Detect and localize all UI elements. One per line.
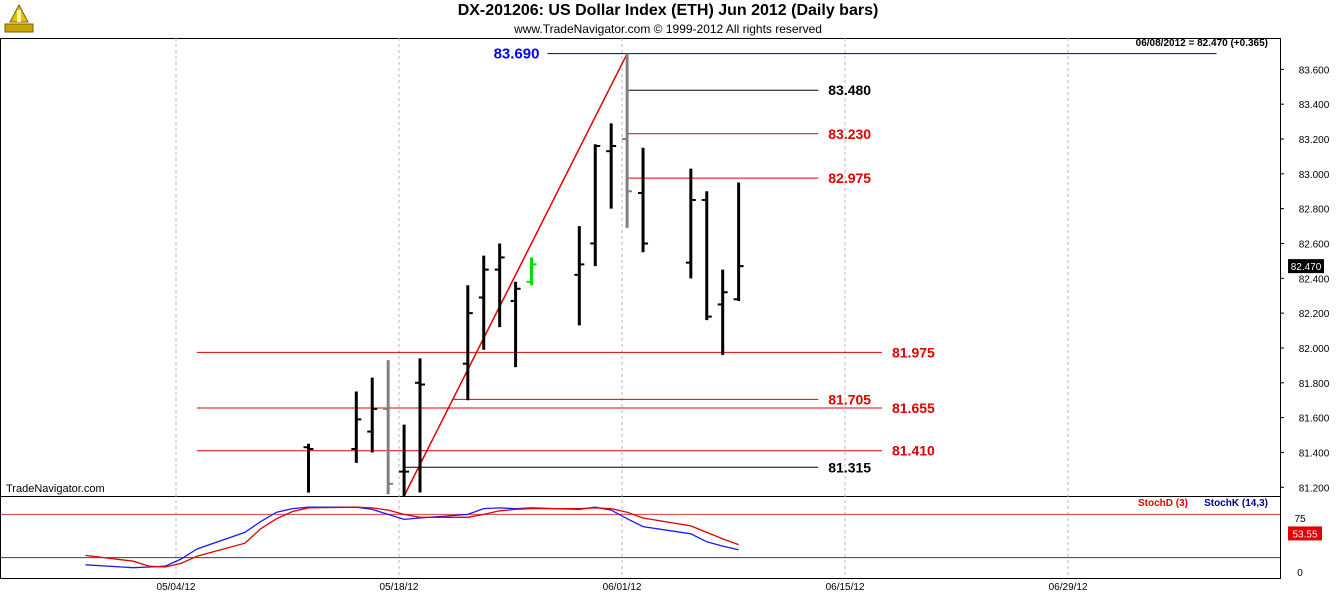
ohlc-bar xyxy=(415,358,426,493)
y-tick-label: 81.800 xyxy=(1299,379,1330,390)
x-tick-label: 06/01/12 xyxy=(603,582,642,593)
ohlc-bar xyxy=(351,391,362,463)
y-tick-label: 82.400 xyxy=(1299,274,1330,285)
y-tick-label: 82.600 xyxy=(1299,239,1330,250)
y-tick-label: 81.600 xyxy=(1299,414,1330,425)
last-price-box xyxy=(1288,259,1324,274)
level-label: 81.655 xyxy=(892,400,935,416)
stochastic-last-value-label: 53.55 xyxy=(1292,529,1317,540)
level-label: 83.480 xyxy=(828,82,871,98)
x-tick-label: 06/29/12 xyxy=(1049,582,1088,593)
level-label: 81.705 xyxy=(828,391,871,407)
ohlc-bar xyxy=(733,182,744,301)
ohlc-bar xyxy=(685,168,696,279)
stochastic-y-tick-label: 0 xyxy=(1297,568,1303,579)
y-tick-label: 83.400 xyxy=(1299,100,1330,111)
ohlc-bar xyxy=(717,269,728,355)
y-tick-label: 82.200 xyxy=(1299,309,1330,320)
stochastic-last-value-box xyxy=(1288,526,1322,541)
x-tick-label: 06/15/12 xyxy=(826,582,865,593)
ohlc-bar xyxy=(383,360,394,495)
level-label: 83.690 xyxy=(494,46,540,63)
y-tick-label: 81.200 xyxy=(1299,483,1330,494)
ohlc-bar xyxy=(574,226,585,326)
level-label: 81.315 xyxy=(828,459,871,475)
last-price-label: 82.470 xyxy=(1291,262,1322,273)
chart-title: DX-201206: US Dollar Index (ETH) Jun 201… xyxy=(457,2,879,19)
trade-navigator-logo-icon xyxy=(4,2,34,34)
y-tick-label: 82.000 xyxy=(1299,344,1330,355)
ohlc-bar xyxy=(622,53,633,228)
level-label: 82.975 xyxy=(828,170,871,186)
last-value-readout: 06/08/2012 = 82.470 (+0.365) xyxy=(1136,38,1268,49)
stochastic-legend-entry: StochD (3) xyxy=(1138,498,1188,509)
ohlc-bar xyxy=(638,147,649,253)
stochastic-y-tick-label: 75 xyxy=(1294,514,1306,525)
price-panel-frame xyxy=(0,38,1281,497)
ohlc-bar xyxy=(606,123,617,209)
y-tick-label: 83.200 xyxy=(1299,135,1330,146)
level-label: 81.410 xyxy=(892,443,935,459)
trendline xyxy=(403,53,628,497)
level-label: 81.975 xyxy=(892,344,935,360)
y-tick-label: 83.600 xyxy=(1299,65,1330,76)
ohlc-bar xyxy=(367,377,378,453)
ohlc-bar xyxy=(478,255,489,350)
ohlc-bar xyxy=(701,191,712,321)
ohlc-bar xyxy=(494,243,505,328)
chart-subtitle: www.TradeNavigator.com © 1999-2012 All r… xyxy=(514,22,822,36)
stoch-d-line xyxy=(85,506,739,568)
stoch-k-line xyxy=(85,506,739,569)
y-tick-label: 81.400 xyxy=(1299,448,1330,459)
x-tick-label: 05/04/12 xyxy=(157,582,196,593)
watermark-label: TradeNavigator.com xyxy=(6,483,105,495)
x-tick-label: 05/18/12 xyxy=(380,582,419,593)
ohlc-bar xyxy=(462,285,473,401)
level-label: 83.230 xyxy=(828,126,871,142)
ohlc-bar xyxy=(399,424,410,496)
stochastic-legend-entry: StochK (14,3) xyxy=(1204,498,1268,509)
y-tick-label: 82.800 xyxy=(1299,205,1330,216)
ohlc-bar xyxy=(510,281,521,368)
ohlc-bar xyxy=(303,443,314,493)
y-tick-label: 83.000 xyxy=(1299,170,1330,181)
ohlc-bar xyxy=(526,257,537,286)
ohlc-bar xyxy=(590,144,601,267)
stochastic-panel-frame xyxy=(0,496,1281,579)
